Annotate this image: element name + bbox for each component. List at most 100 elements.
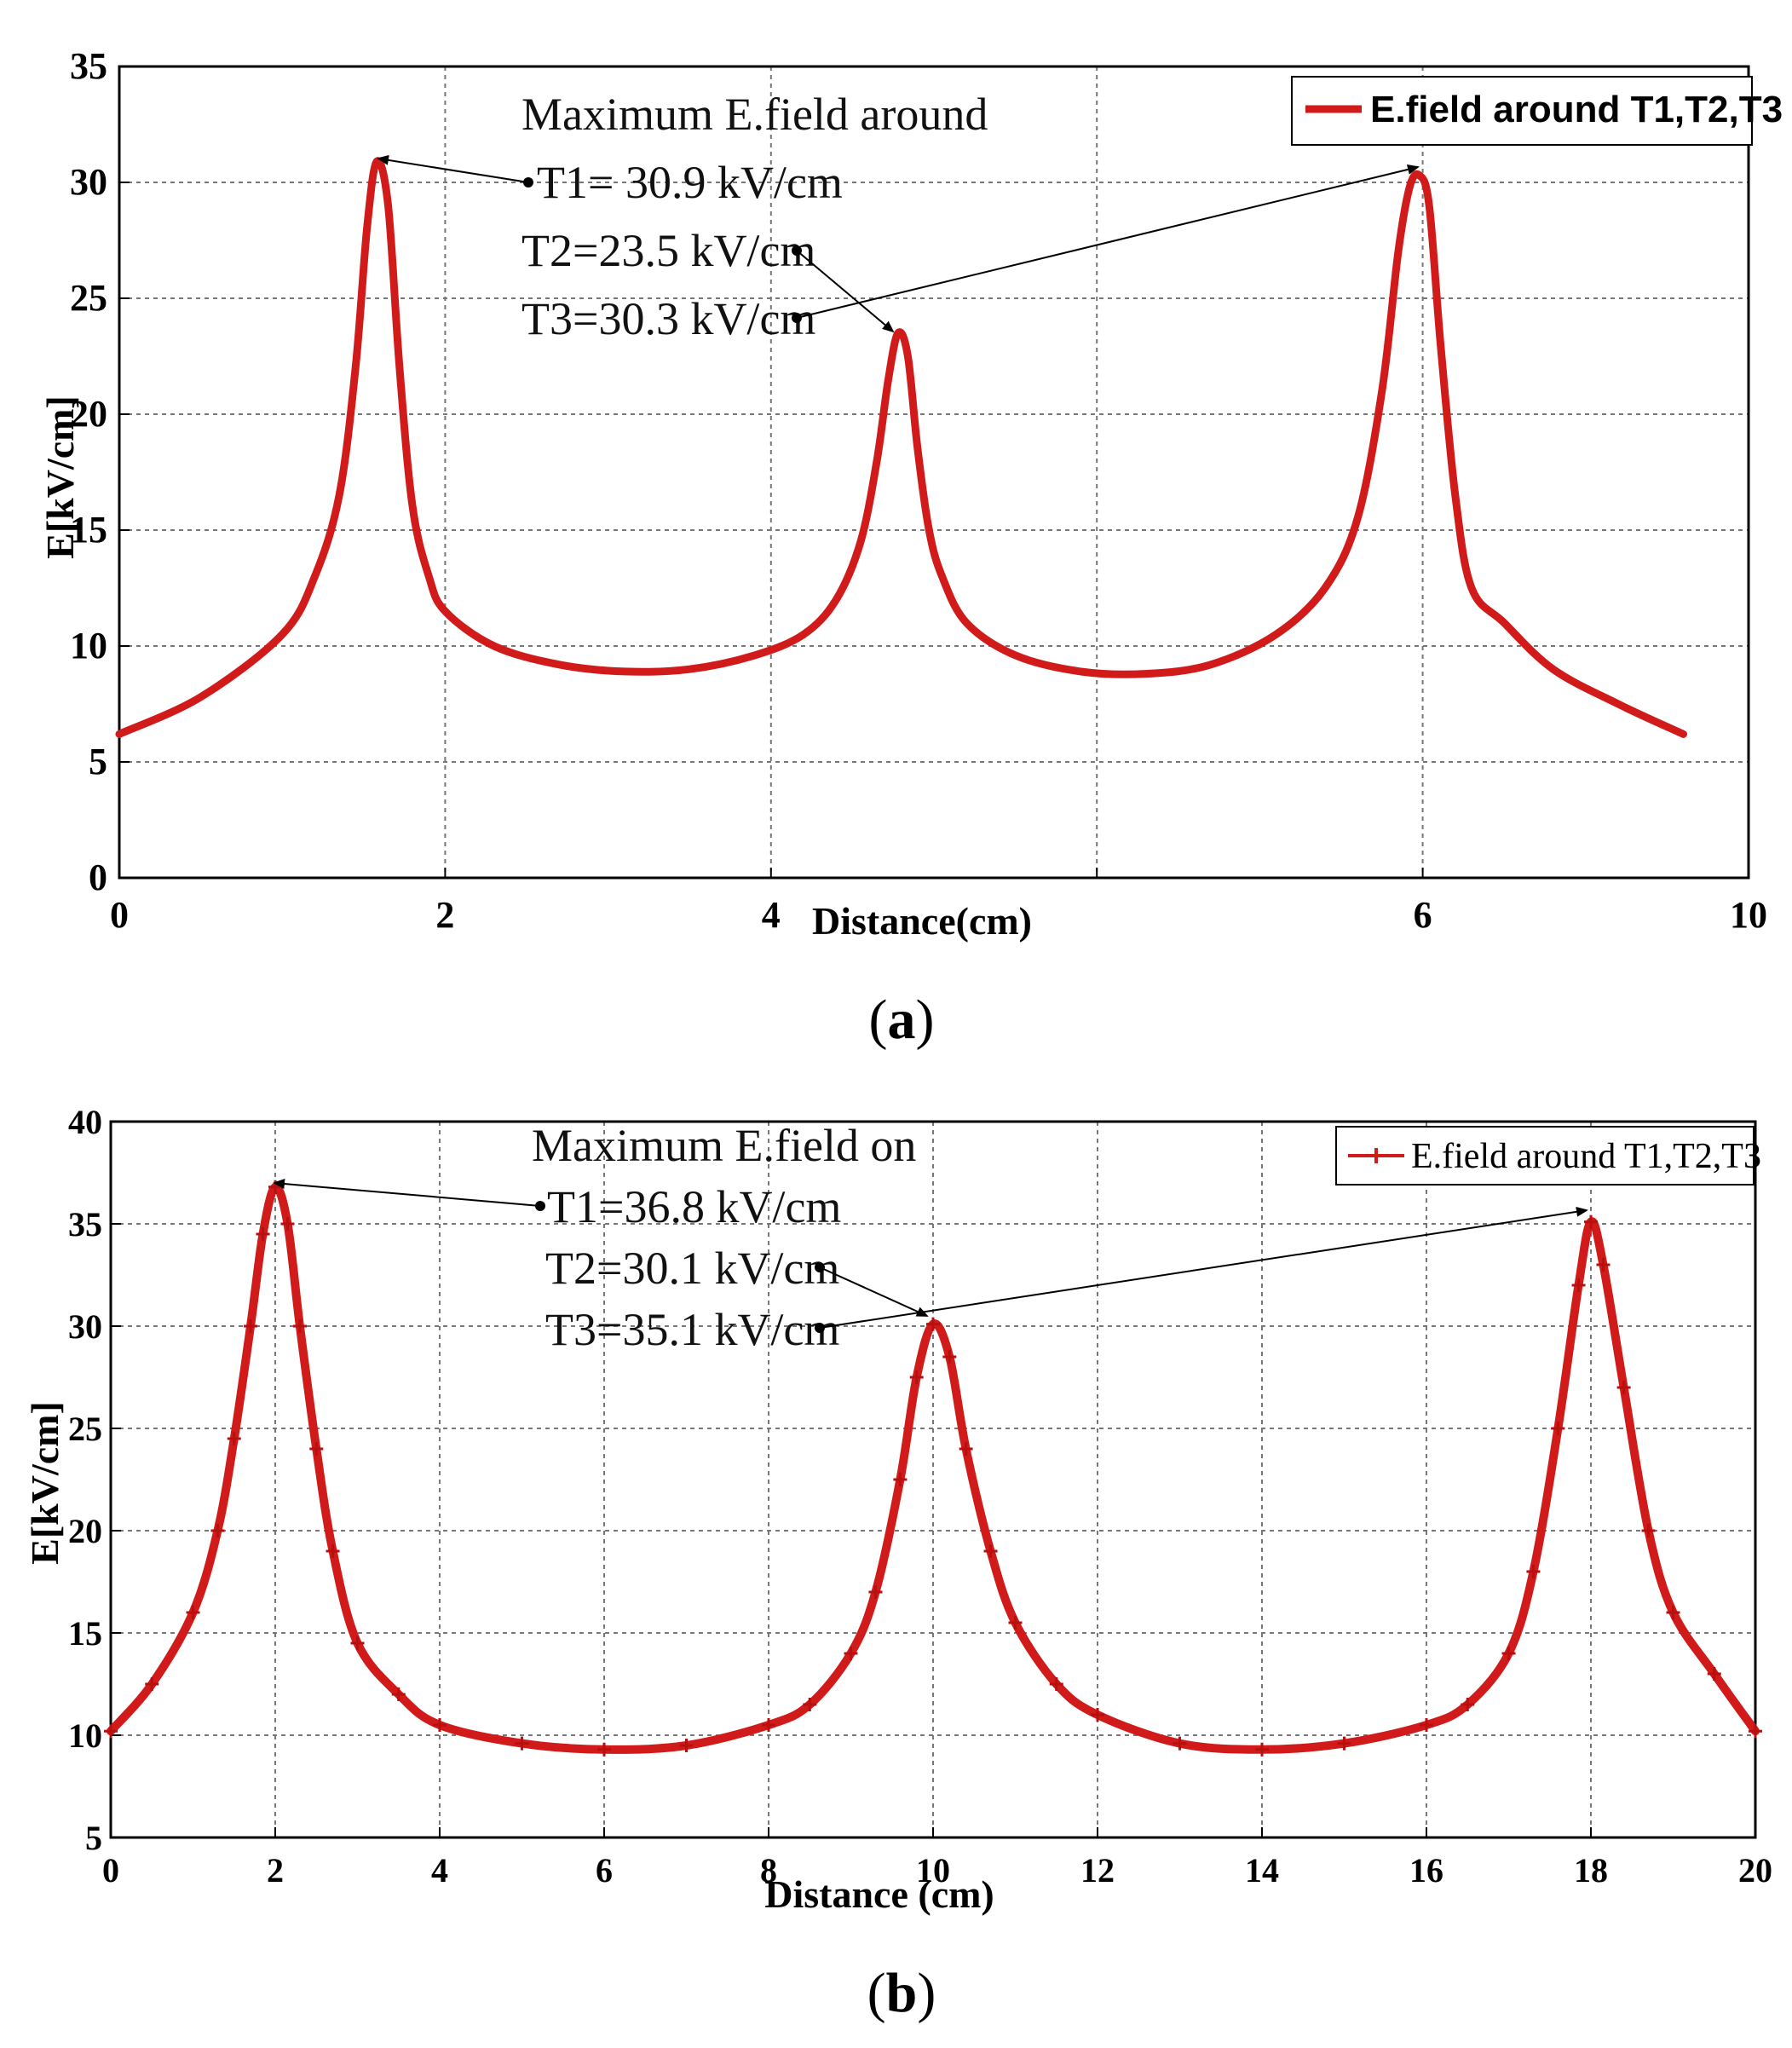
chart-b-point-45 <box>1707 1667 1721 1681</box>
chart-a-arrow-t2 <box>796 250 895 333</box>
chart-b-series <box>104 1180 1762 1757</box>
chart-b-point-21 <box>868 1585 883 1599</box>
chart-b-point-6 <box>256 1227 270 1241</box>
chart-b-xtick-label-18: 18 <box>1574 1851 1608 1889</box>
chart-b-point-33 <box>1337 1736 1351 1751</box>
chart-b-xtick-label-6: 6 <box>596 1851 613 1889</box>
chart-b-point-18 <box>762 1718 775 1732</box>
chart-b-xtick-label-2: 2 <box>267 1851 284 1889</box>
chart-b-point-32 <box>1255 1742 1269 1757</box>
chart-a-legend: E.field around T1,T2,T3 <box>1291 76 1783 146</box>
chart-b-point-43 <box>1641 1524 1656 1537</box>
chart-b-point-19 <box>803 1698 817 1711</box>
chart-b-point-23 <box>909 1370 924 1384</box>
chart-b-point-41 <box>1596 1258 1610 1272</box>
chart-a-arrow-t3 <box>796 164 1420 319</box>
chart-b-point-28 <box>1008 1616 1023 1630</box>
chart-b-point-3 <box>210 1524 225 1537</box>
chart-b-series-line <box>107 1182 1760 1754</box>
chart-a-y-ticks: 0 5 10 15 20 25 30 35 <box>70 45 130 898</box>
chart-a-annotation-t3: T3=30.3 kV/cm <box>521 293 815 344</box>
chart-a-annotation-t2: T2=23.5 kV/cm <box>521 225 815 276</box>
chart-b-point-36 <box>1501 1647 1516 1660</box>
chart-b-xtick-label-14: 14 <box>1245 1851 1279 1889</box>
chart-a: 0 5 10 15 20 25 30 35 0 2 4 6 10 Distance(cm) E[kV/… <box>38 45 1783 1051</box>
chart-a-legend-box <box>1291 76 1753 146</box>
chart-a-grid <box>119 66 1749 878</box>
chart-b-dot-t2 <box>815 1262 825 1272</box>
chart-b-point-30 <box>1091 1708 1104 1722</box>
chart-b-x-ticks: 0 2 4 6 8 10 12 14 16 18 20 <box>102 1827 1772 1889</box>
chart-b-point-31 <box>1173 1736 1187 1751</box>
chart-b-ytick-label-5: 5 <box>85 1819 102 1857</box>
chart-b-annotation-t3: T3=35.1 kV/cm <box>545 1304 839 1355</box>
chart-a-arrow-t1 <box>377 154 529 183</box>
chart-a-xtick-label-0: 0 <box>110 894 129 936</box>
chart-b-xtick-label-4: 4 <box>431 1851 448 1889</box>
chart-b-ytick-label-25: 25 <box>68 1410 102 1448</box>
chart-a-ytick-label-5: 5 <box>89 741 107 782</box>
chart-b-point-35 <box>1461 1698 1475 1711</box>
chart-b-point-1 <box>145 1677 159 1691</box>
chart-b-ytick-label-20: 20 <box>68 1512 102 1550</box>
chart-a-legend-label: E.field around T1,T2,T3 <box>1370 89 1783 130</box>
chart-a-xtick-label-2: 2 <box>435 894 454 936</box>
chart-b-xtick-label-16: 16 <box>1409 1851 1443 1889</box>
chart-b-point-27 <box>983 1544 998 1558</box>
chart-a-ytick-label-20: 20 <box>70 393 107 435</box>
chart-b-legend: E.field around T1,T2,T3 <box>1335 1126 1761 1186</box>
chart-b-ytick-label-35: 35 <box>68 1205 102 1243</box>
chart-a-annotation-header: Maximum E.field around <box>521 89 988 140</box>
chart-a-ytick-label-35: 35 <box>70 45 107 87</box>
chart-b-point-14 <box>433 1718 447 1732</box>
chart-a-xtick-label-4: 4 <box>762 894 781 936</box>
chart-b-point-25 <box>942 1350 957 1364</box>
chart-b-xtick-label-10: 10 <box>916 1851 950 1889</box>
chart-b-point-42 <box>1616 1381 1631 1394</box>
chart-a-x-ticks: 0 2 4 6 10 <box>110 868 1767 936</box>
chart-a-series <box>115 157 1687 738</box>
chart-b-point-26 <box>959 1442 973 1456</box>
chart-b-point-24 <box>926 1317 940 1331</box>
chart-b-point-12 <box>350 1636 365 1650</box>
chart-a-y-axis-label: E[kV/cm] <box>38 395 82 559</box>
chart-b-ytick-label-30: 30 <box>68 1307 102 1346</box>
chart-a-ytick-label-25: 25 <box>70 277 107 319</box>
chart-b-y-ticks: 5 10 15 20 25 30 35 40 <box>68 1103 121 1857</box>
chart-a-dot-t1 <box>523 177 533 187</box>
chart-b-annotation-header: Maximum E.field on <box>532 1120 916 1171</box>
chart-b-x-axis-label: Distance (cm) <box>764 1872 994 1916</box>
chart-b-xtick-label-20: 20 <box>1738 1851 1772 1889</box>
chart-b-ytick-label-15: 15 <box>68 1614 102 1653</box>
chart-a-annotations: Maximum E.field around T1= 30.9 kV/cm T2… <box>377 89 1420 344</box>
chart-b-ytick-label-10: 10 <box>68 1716 102 1755</box>
chart-b-point-34 <box>1420 1718 1433 1732</box>
chart-b-dot-t1 <box>535 1201 545 1211</box>
chart-a-ytick-label-0: 0 <box>89 857 107 898</box>
chart-b-legend-marker <box>1368 1148 1384 1163</box>
chart-b-point-16 <box>597 1742 611 1757</box>
chart-b-ytick-label-40: 40 <box>68 1103 102 1141</box>
chart-b-point-40 <box>1584 1214 1598 1229</box>
chart-b-legend-box <box>1335 1126 1755 1186</box>
chart-a-ytick-label-10: 10 <box>70 625 107 666</box>
chart-b-point-44 <box>1666 1606 1680 1619</box>
chart-b-legend-label: E.field around T1,T2,T3 <box>1411 1137 1761 1176</box>
chart-b-annotation-t1: T1=36.8 kV/cm <box>547 1181 841 1232</box>
chart-b-point-29 <box>1049 1677 1063 1691</box>
chart-b-annotations: Maximum E.field on T1=36.8 kV/cm T2=30.1… <box>273 1120 1588 1355</box>
chart-b-arrow-t2 <box>819 1266 929 1317</box>
chart-a-ytick-label-30: 30 <box>70 161 107 203</box>
chart-b-point-22 <box>893 1473 908 1486</box>
chart-b-dot-t3 <box>815 1323 825 1333</box>
chart-b-point-4 <box>227 1432 241 1445</box>
chart-b-grid <box>111 1122 1755 1837</box>
chart-b-arrow-t3 <box>819 1206 1588 1329</box>
chart-a-dot-t3 <box>792 313 802 323</box>
chart-b-y-axis-label: E[kV/cm] <box>23 1401 66 1565</box>
chart-a-plot-frame <box>118 65 1750 880</box>
chart-b-point-8 <box>280 1217 295 1231</box>
chart-b-point-39 <box>1571 1278 1586 1292</box>
chart-a-x-axis-label: Distance(cm) <box>812 899 1032 943</box>
chart-b-point-10 <box>309 1442 324 1456</box>
